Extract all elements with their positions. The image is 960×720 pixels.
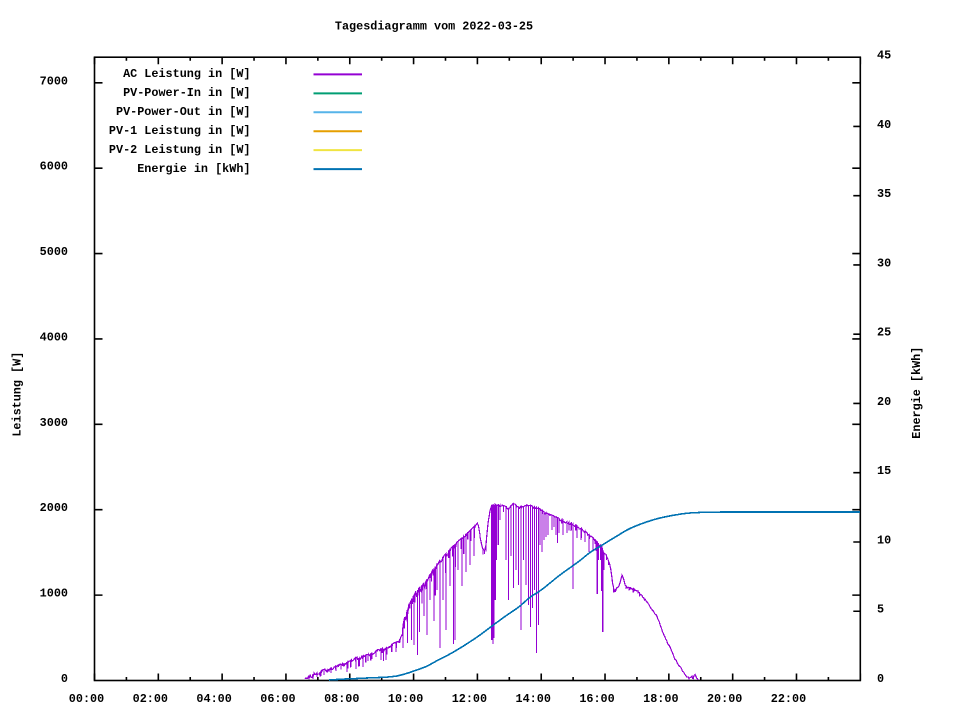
svg-text:2000: 2000: [40, 501, 68, 515]
svg-text:45: 45: [877, 49, 891, 63]
svg-text:00:00: 00:00: [69, 692, 104, 706]
svg-text:25: 25: [877, 326, 891, 340]
svg-text:20: 20: [877, 395, 891, 409]
svg-text:0: 0: [877, 672, 884, 686]
svg-text:Leistung [W]: Leistung [W]: [11, 352, 25, 437]
svg-text:PV-Power-In in [W]: PV-Power-In in [W]: [123, 86, 250, 100]
svg-text:Energie [kWh]: Energie [kWh]: [910, 347, 924, 439]
svg-text:10:00: 10:00: [388, 692, 423, 706]
svg-text:AC Leistung in [W]: AC Leistung in [W]: [123, 67, 250, 81]
svg-text:Tagesdiagramm vom 2022-03-25: Tagesdiagramm vom 2022-03-25: [335, 20, 533, 34]
svg-text:18:00: 18:00: [643, 692, 678, 706]
svg-text:14:00: 14:00: [516, 692, 551, 706]
svg-text:08:00: 08:00: [324, 692, 359, 706]
svg-text:40: 40: [877, 118, 891, 132]
svg-text:12:00: 12:00: [452, 692, 487, 706]
svg-text:0: 0: [61, 672, 68, 686]
svg-text:10: 10: [877, 533, 891, 547]
svg-text:35: 35: [877, 187, 891, 201]
svg-text:4000: 4000: [40, 330, 68, 344]
svg-text:6000: 6000: [40, 160, 68, 174]
svg-text:15: 15: [877, 464, 891, 478]
svg-text:5000: 5000: [40, 245, 68, 259]
svg-text:06:00: 06:00: [260, 692, 295, 706]
svg-text:02:00: 02:00: [133, 692, 168, 706]
svg-text:04:00: 04:00: [196, 692, 231, 706]
svg-text:Energie in [kWh]: Energie in [kWh]: [137, 162, 250, 176]
svg-text:7000: 7000: [40, 74, 68, 88]
svg-text:1000: 1000: [40, 587, 68, 601]
svg-text:PV-1 Leistung in [W]: PV-1 Leistung in [W]: [109, 124, 251, 138]
svg-text:5: 5: [877, 603, 884, 617]
svg-text:30: 30: [877, 256, 891, 270]
svg-text:3000: 3000: [40, 416, 68, 430]
svg-text:22:00: 22:00: [771, 692, 806, 706]
svg-text:20:00: 20:00: [707, 692, 742, 706]
svg-text:PV-2 Leistung in [W]: PV-2 Leistung in [W]: [109, 143, 251, 157]
svg-text:16:00: 16:00: [579, 692, 614, 706]
svg-text:PV-Power-Out in [W]: PV-Power-Out in [W]: [116, 105, 251, 119]
